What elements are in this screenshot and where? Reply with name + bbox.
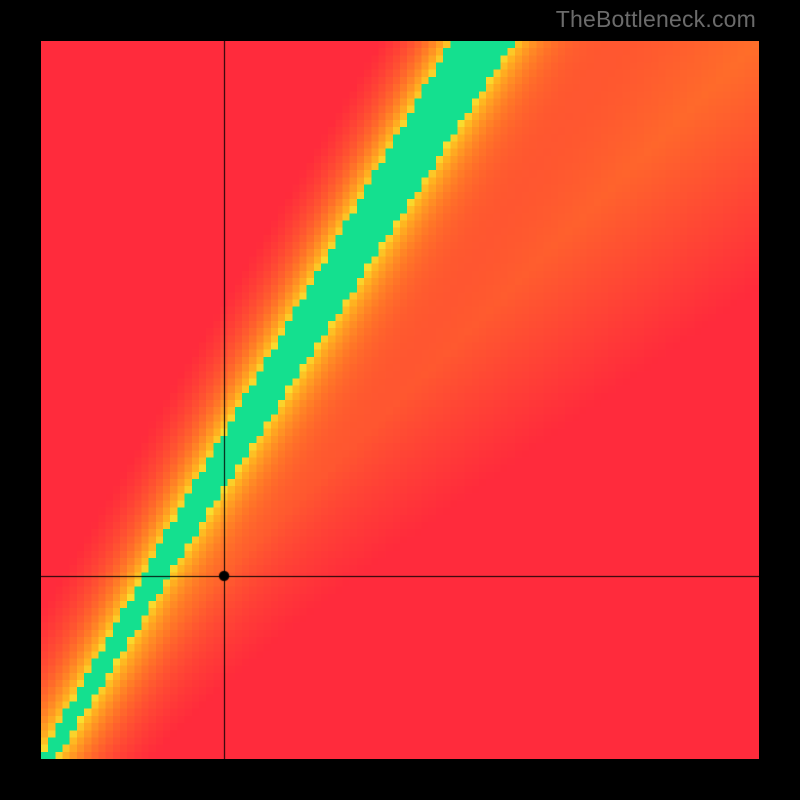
watermark-text: TheBottleneck.com xyxy=(556,6,756,33)
chart-container: TheBottleneck.com xyxy=(0,0,800,800)
heatmap-canvas xyxy=(41,41,759,759)
